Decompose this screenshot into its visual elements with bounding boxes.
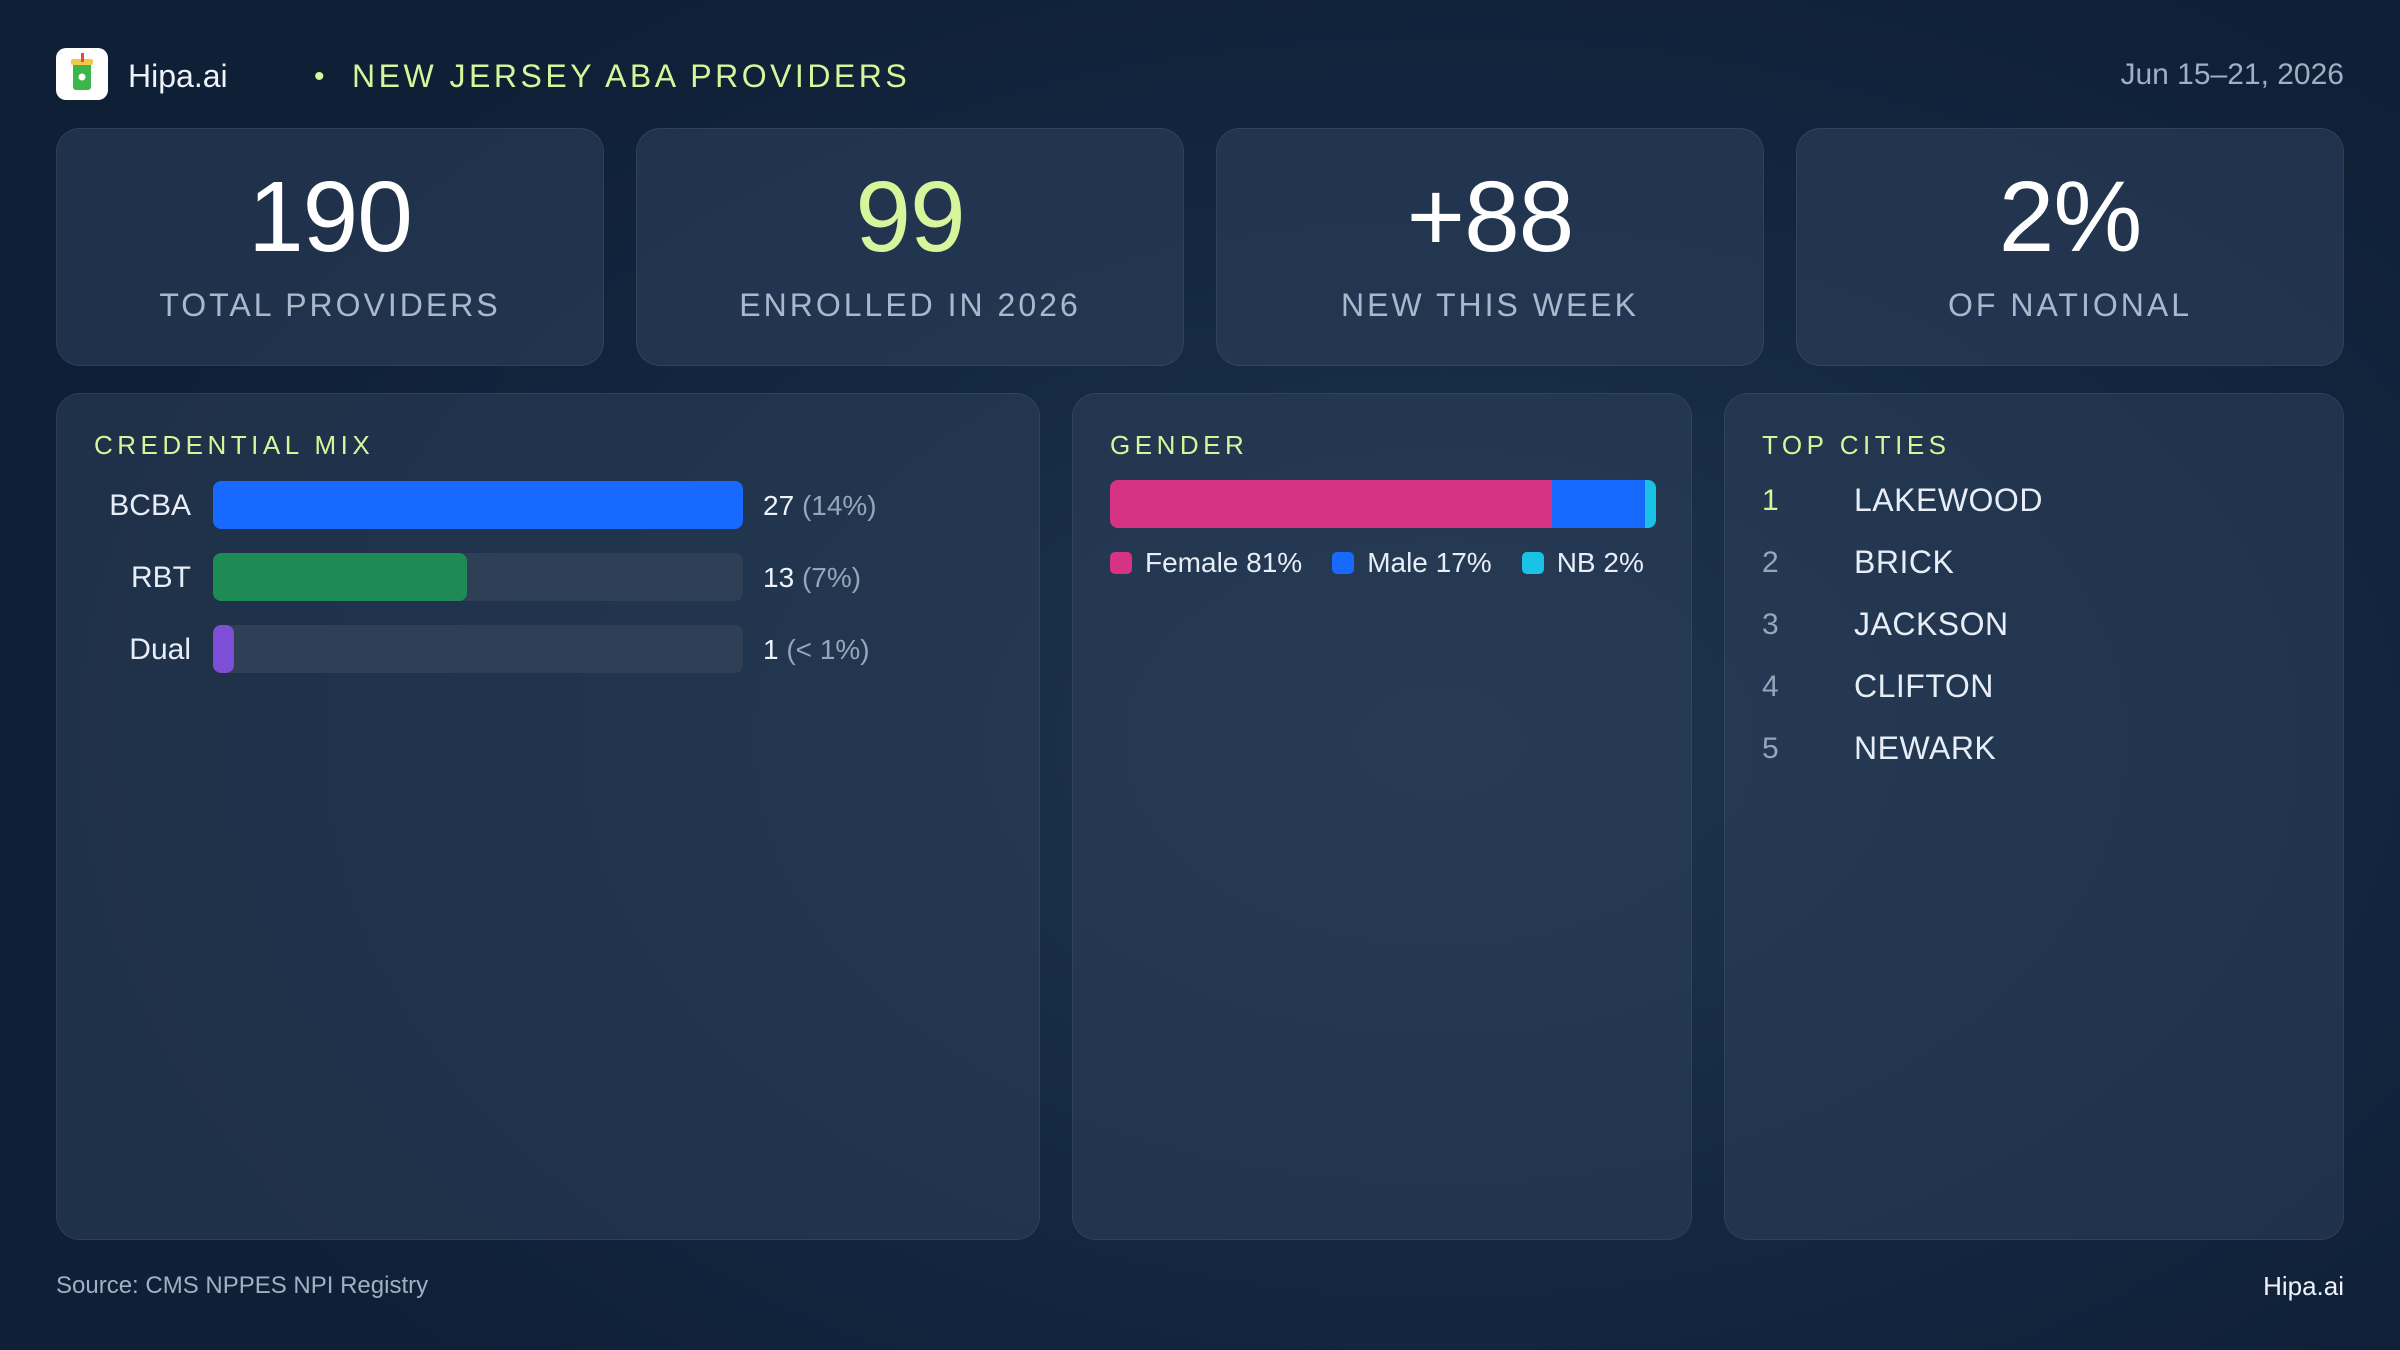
gender-segment-male: [1552, 480, 1646, 528]
kpi-enrolled: 99 ENROLLED IN 2026: [636, 128, 1184, 366]
kpi-value: +88: [1406, 161, 1575, 273]
footer-brand: Hipa.ai: [2263, 1271, 2344, 1301]
kpi-value: 99: [855, 161, 965, 273]
brand-logo: [56, 48, 108, 100]
legend-swatch: [1332, 552, 1355, 574]
city-name: LAKEWOOD: [1854, 482, 2043, 518]
kpi-value: 190: [248, 161, 413, 273]
city-name: JACKSON: [1854, 606, 2009, 642]
credential-row-bcba: BCBA 27 (14%): [57, 481, 1039, 529]
title-separator: •: [314, 60, 325, 93]
date-range: Jun 15–21, 2026: [2120, 58, 2344, 91]
gender-segment-nb: [1645, 480, 1656, 528]
credential-bar-track: [213, 625, 743, 673]
kpi-label: OF NATIONAL: [1948, 287, 2192, 323]
credential-bar-fill: [213, 625, 235, 673]
legend-swatch: [1521, 552, 1544, 574]
credential-bar-fill: [213, 553, 468, 601]
legend-item-female: Female 81%: [1110, 547, 1302, 579]
kpi-label: ENROLLED IN 2026: [739, 287, 1081, 323]
gender-segment-female: [1110, 480, 1553, 528]
city-rank: 5: [1762, 732, 1779, 765]
legend-item-nb: NB 2%: [1521, 547, 1644, 579]
source-note: Source: CMS NPPES NPI Registry: [56, 1272, 429, 1299]
credential-count: 27 (14%): [763, 490, 877, 521]
city-rank: 1: [1762, 484, 1779, 517]
panel-title: GENDER: [1110, 430, 1249, 460]
legend-item-male: Male 17%: [1332, 547, 1492, 579]
city-name: NEWARK: [1854, 730, 1997, 766]
legend-swatch: [1110, 552, 1132, 574]
credential-row-dual: Dual 1 (< 1%): [57, 625, 1039, 673]
top-cities-panel: TOP CITIES 1 LAKEWOOD 2 BRICK 3 JACKSON …: [1724, 393, 2344, 1240]
kpi-label: NEW THIS WEEK: [1341, 287, 1639, 323]
city-name: BRICK: [1854, 544, 1955, 580]
drink-cup-icon: [71, 53, 93, 90]
brand-name: Hipa.ai: [128, 58, 228, 94]
header: Hipa.ai • NEW JERSEY ABA PROVIDERS Jun 1…: [56, 46, 2344, 102]
legend-label: Male 17%: [1367, 547, 1492, 578]
kpi-new-this-week: +88 NEW THIS WEEK: [1216, 128, 1764, 366]
kpi-label: TOTAL PROVIDERS: [159, 287, 501, 323]
credential-bar-track: [213, 481, 743, 529]
kpi-total-providers: 190 TOTAL PROVIDERS: [56, 128, 604, 366]
credential-count: 13 (7%): [763, 562, 862, 593]
credential-label: BCBA: [109, 489, 191, 522]
city-rank: 3: [1762, 608, 1779, 641]
gender-stacked-bar: [1110, 480, 1656, 528]
credential-count: 1 (< 1%): [763, 634, 870, 665]
page-title: NEW JERSEY ABA PROVIDERS: [352, 58, 911, 94]
panel-title: CREDENTIAL MIX: [94, 430, 375, 460]
gender-panel: GENDER Female 81% Male 17% NB 2%: [1072, 393, 1692, 1240]
legend-label: NB 2%: [1556, 547, 1644, 578]
city-name: CLIFTON: [1854, 668, 1994, 704]
kpi-of-national: 2% OF NATIONAL: [1796, 128, 2344, 366]
city-rank: 4: [1762, 670, 1779, 703]
credential-bar-track: [213, 553, 743, 601]
city-rank: 2: [1762, 546, 1779, 579]
credential-bar-fill: [213, 481, 743, 529]
legend-label: Female 81%: [1145, 547, 1303, 578]
credential-mix-panel: CREDENTIAL MIX BCBA 27 (14%) RBT 13 (7%)…: [56, 393, 1040, 1240]
credential-row-rbt: RBT 13 (7%): [57, 553, 1039, 601]
panel-title: TOP CITIES: [1762, 430, 1951, 460]
kpi-value: 2%: [1998, 161, 2143, 273]
gender-legend: Female 81% Male 17% NB 2%: [1110, 547, 1674, 579]
credential-label: RBT: [131, 561, 191, 594]
credential-label: Dual: [129, 633, 191, 666]
